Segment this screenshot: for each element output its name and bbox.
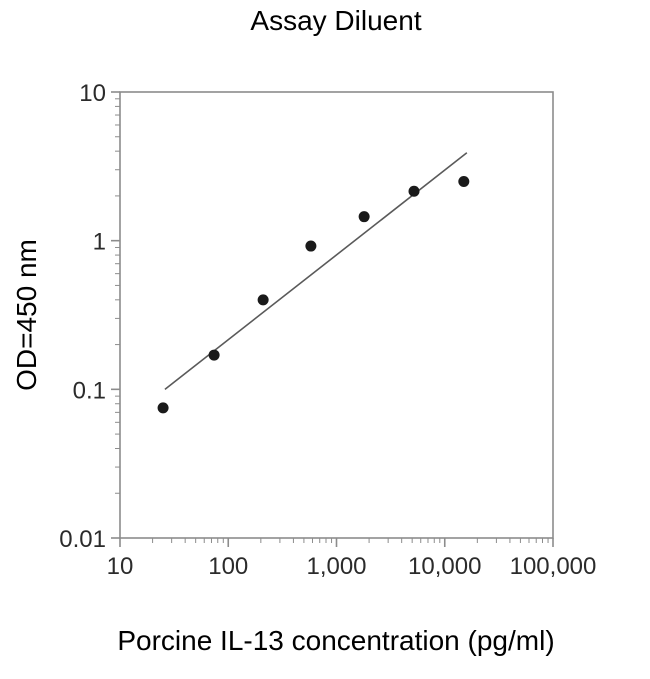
y-tick-label: 1 <box>93 229 106 256</box>
x-tick-label: 100 <box>208 553 248 580</box>
x-tick-label: 1,000 <box>306 553 366 580</box>
data-point <box>358 211 370 223</box>
x-axis-label: Porcine IL-13 concentration (pg/ml) <box>117 625 554 656</box>
data-point <box>305 240 317 252</box>
plot-area: 10 100 1,000 10,000 100,000 10 1 0.1 0.01 <box>59 80 596 580</box>
x-tick-label: 100,000 <box>510 553 597 580</box>
data-point <box>257 294 269 306</box>
x-tick-label: 10 <box>107 553 134 580</box>
data-point <box>408 185 420 197</box>
y-tick-label: 0.01 <box>59 526 106 553</box>
plot-box <box>119 91 554 539</box>
chart-title: Assay Diluent <box>250 5 421 36</box>
x-tick-label: 10,000 <box>408 553 481 580</box>
data-point <box>458 176 470 188</box>
y-tick-label: 0.1 <box>73 377 106 404</box>
y-tick-label: 10 <box>79 80 106 107</box>
data-point <box>157 402 169 414</box>
y-axis-label: OD=450 nm <box>11 239 42 391</box>
data-point <box>208 349 220 361</box>
